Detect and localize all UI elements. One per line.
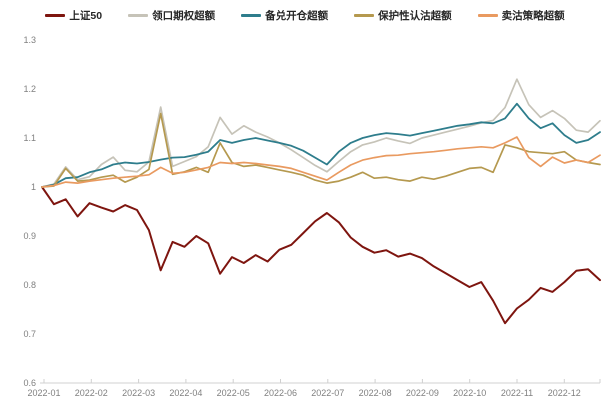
x-axis-tick-label: 2022-02 — [75, 388, 108, 398]
legend-label: 上证50 — [69, 10, 103, 22]
legend-line-swatch — [128, 14, 149, 17]
legend-line-swatch — [45, 14, 66, 17]
x-axis-tick-label: 2022-03 — [122, 388, 155, 398]
legend-item: 保护性认沽超额 — [354, 8, 452, 23]
legend-label: 备兑开仓超额 — [265, 10, 329, 22]
x-axis-tick-label: 2022-08 — [359, 388, 392, 398]
y-axis-tick-label: 0.8 — [23, 280, 36, 290]
x-axis-tick-label: 2022-04 — [169, 388, 202, 398]
y-axis-tick-label: 1.1 — [23, 133, 36, 143]
legend-line-swatch — [477, 14, 498, 17]
x-axis-tick-label: 2022-12 — [548, 388, 581, 398]
legend-item: 备兑开仓超额 — [241, 8, 328, 23]
y-axis-tick-label: 1.2 — [23, 84, 36, 94]
legend-item: 卖沽策略超额 — [477, 8, 565, 23]
x-axis-tick-label: 2022-09 — [406, 388, 439, 398]
x-axis-tick-label: 2022-06 — [264, 388, 297, 398]
x-axis-tick-label: 2022-11 — [501, 388, 533, 398]
series-line-卖沽策略超额 — [41, 136, 601, 188]
y-axis-tick-label: 1.3 — [23, 35, 36, 45]
x-axis-tick-label: 2022-10 — [453, 388, 486, 398]
legend-line-swatch — [354, 14, 375, 17]
y-axis-tick-label: 0.6 — [23, 378, 36, 388]
legend-label: 保护性认沽超额 — [378, 10, 452, 22]
x-axis-tick-label: 2022-07 — [311, 388, 344, 398]
chart-legend: 上证50 领口期权超额 备兑开仓超额 保护性认沽超额 卖沽策略超额 — [0, 8, 610, 23]
series-line-上证50 — [41, 186, 601, 325]
series-line-领口期权超额 — [41, 78, 601, 188]
y-axis-tick-label: 0.9 — [23, 231, 36, 241]
x-axis-tick-label: 2022-01 — [27, 388, 60, 398]
y-axis-tick-label: 0.7 — [23, 329, 36, 339]
x-axis-tick-label: 2022-05 — [217, 388, 250, 398]
legend-label: 领口期权超额 — [152, 10, 216, 22]
y-axis-tick-label: 1 — [31, 182, 36, 192]
series-line-保护性认沽超额 — [41, 112, 601, 188]
legend-label: 卖沽策略超额 — [501, 10, 565, 22]
legend-item: 上证50 — [45, 8, 102, 23]
series-line-备兑开仓超额 — [41, 102, 601, 188]
legend-line-swatch — [241, 14, 262, 17]
legend-item: 领口期权超额 — [128, 8, 215, 23]
